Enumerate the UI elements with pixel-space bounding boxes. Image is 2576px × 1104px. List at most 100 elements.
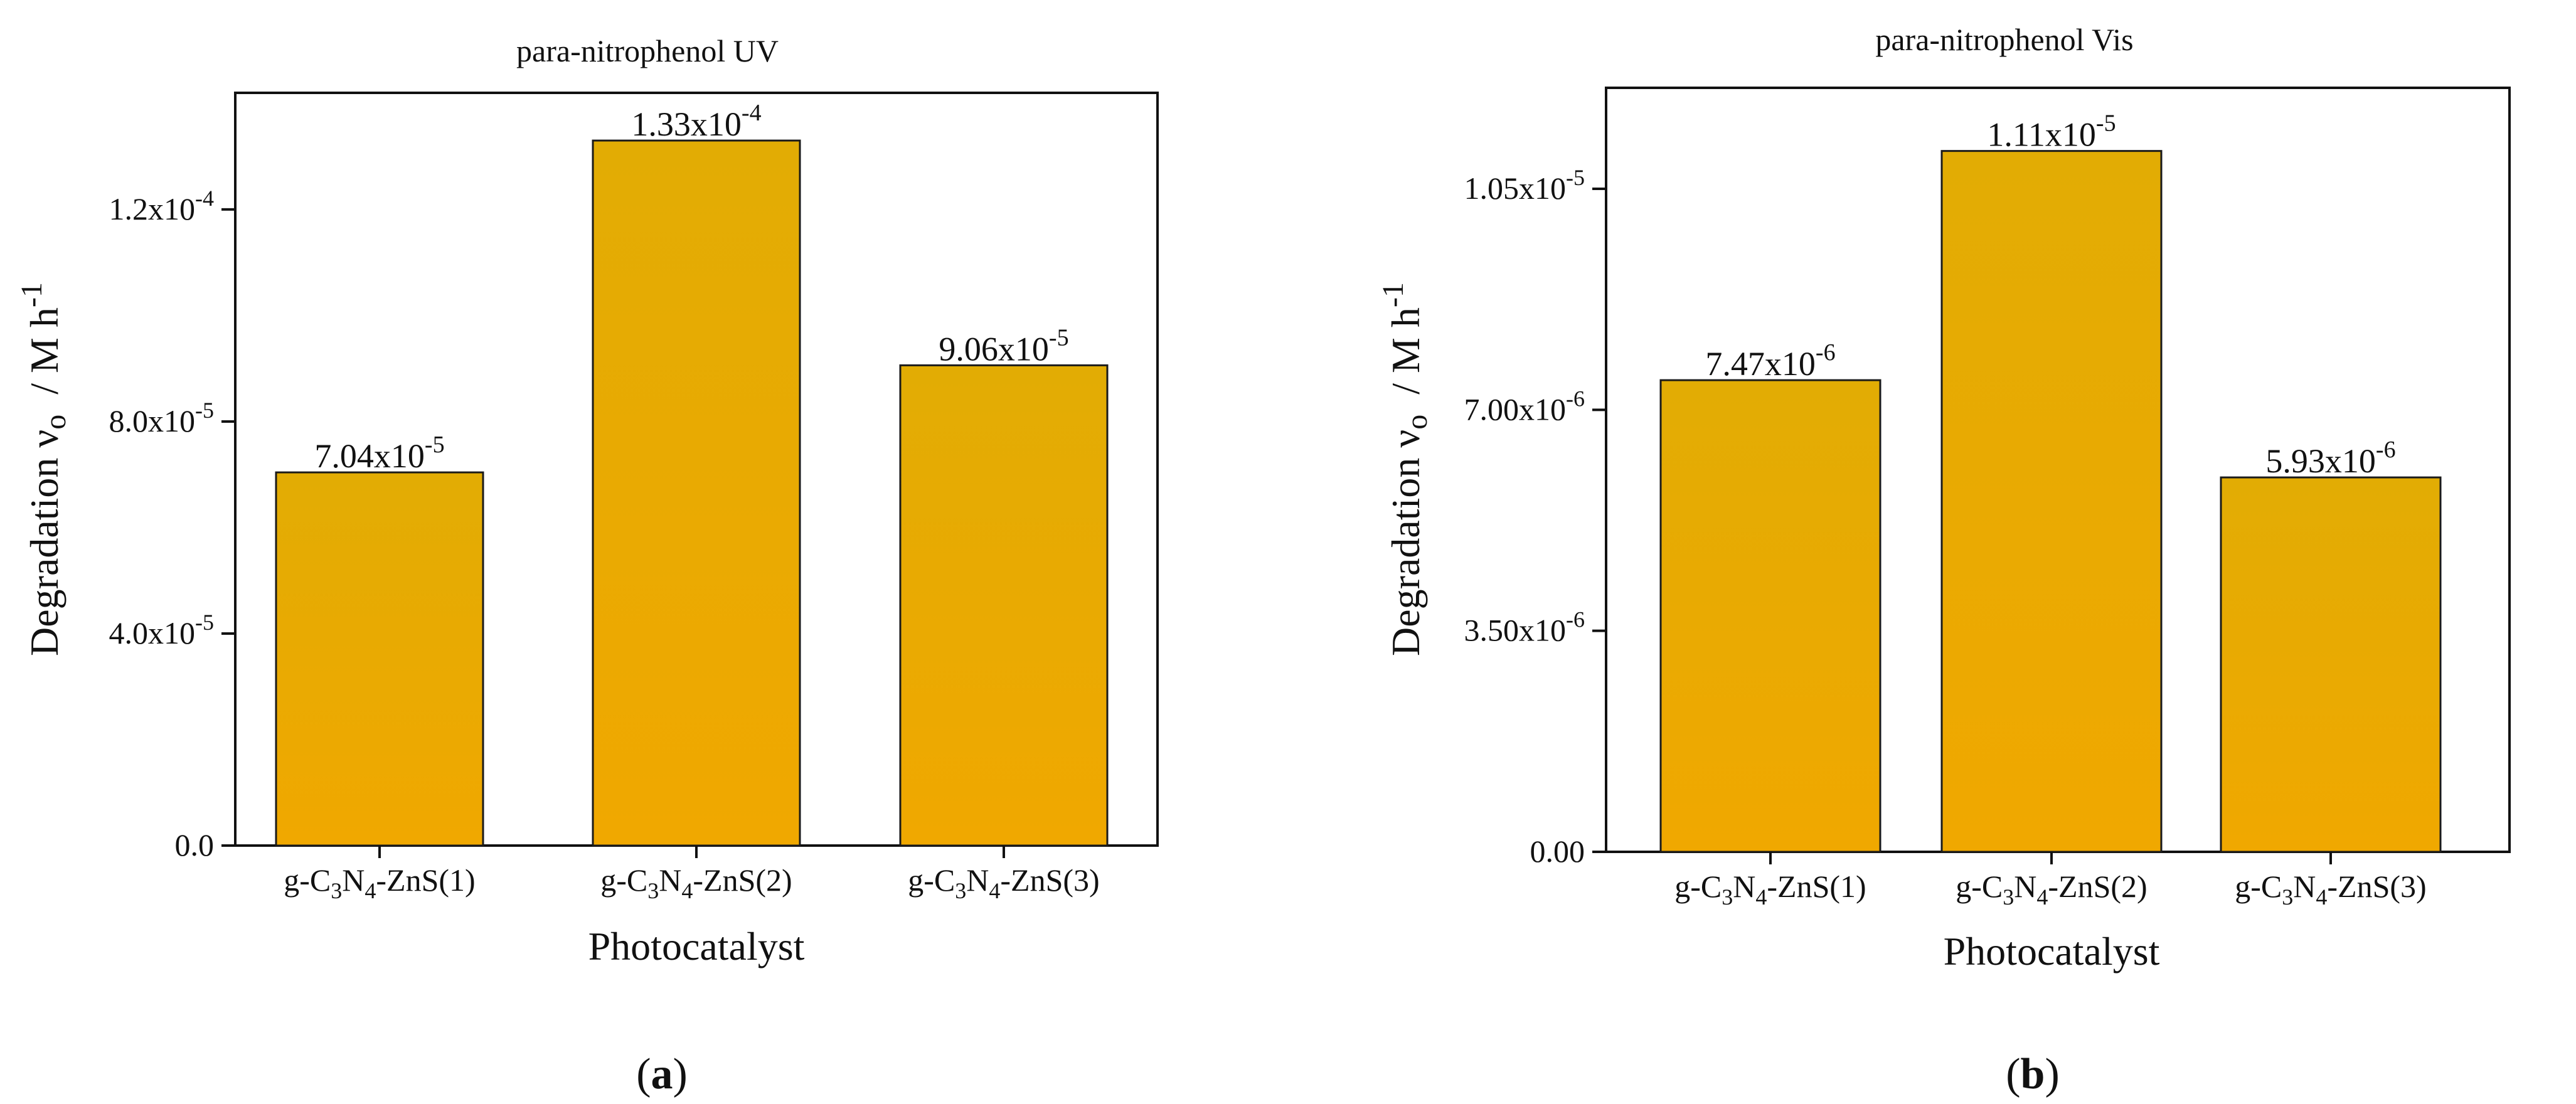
category-subscript: 3 [647, 878, 659, 903]
category-subscript: 4 [365, 878, 376, 903]
y-tick-mantissa: 3.50x10 [1464, 613, 1567, 648]
panel-label-letter: a [651, 1050, 673, 1098]
data-label-mantissa: 1.11x10 [1987, 116, 2096, 154]
x-axis-label: Photocatalyst [1944, 929, 2160, 974]
y-tick-mantissa: 0.0 [175, 827, 215, 863]
y-tick-mantissa: 4.0x10 [109, 615, 196, 650]
panel-label-letter: b [2021, 1050, 2045, 1098]
y-axis: 0.003.50x10-67.00x10-61.05x10-5 [1464, 165, 1606, 869]
data-label-exponent: -6 [2376, 437, 2396, 463]
y-tick-label: 0.0 [175, 827, 215, 863]
category-suffix: -ZnS(2) [2048, 869, 2147, 904]
y-tick-mantissa: 7.00x10 [1464, 391, 1567, 427]
panel-label-a: (a) [636, 1050, 688, 1098]
x-axis-label: Photocatalyst [588, 924, 805, 969]
x-axis: g-C3N4-ZnS(1) g-C3N4-ZnS(2) g-C3N4-ZnS(3) [1674, 852, 2427, 910]
category-suffix: -ZnS(3) [1000, 863, 1099, 898]
chart-panel-b: para-nitrophenol Vis 0.003.50x10-67.00x1… [1376, 22, 2511, 1098]
bar [1659, 379, 1881, 853]
data-label: 1.11x10-5 [1987, 110, 2116, 154]
x-tick-label: g-C3N4-ZnS(1) [284, 863, 475, 903]
bars: 7.47x10-6 1.11x10-5 5.93x10-6 [1659, 110, 2442, 853]
y-axis-label-sup: -1 [1376, 282, 1410, 307]
panel-label-b: (b) [2006, 1050, 2060, 1098]
y-axis-label-sub: o [1400, 415, 1434, 430]
chart-panel-a: para-nitrophenol UV 0.04.0x10-58.0x10-51… [15, 33, 1159, 1098]
y-tick-label: 8.0x10-5 [109, 398, 215, 438]
data-label-exponent: -4 [742, 100, 762, 126]
category-subscript: 3 [955, 878, 966, 903]
category-suffix: -ZnS(3) [2327, 869, 2426, 904]
y-axis-label: Degradation νo / M h-1 [15, 282, 72, 656]
category-subscript: 3 [2003, 884, 2014, 910]
data-label-mantissa: 7.04x10 [314, 437, 425, 475]
category-subscript: 3 [1722, 884, 1733, 910]
category-subscript: 3 [2282, 884, 2293, 910]
bar [899, 364, 1109, 847]
category-subscript: 4 [2316, 884, 2327, 910]
x-axis: g-C3N4-ZnS(1) g-C3N4-ZnS(2) g-C3N4-ZnS(3) [284, 846, 1100, 903]
category-suffix: -ZnS(1) [1767, 869, 1866, 904]
x-tick-label: g-C3N4-ZnS(2) [1956, 869, 2147, 910]
category-subscript: 4 [989, 878, 1000, 903]
data-label: 9.06x10-5 [939, 324, 1068, 368]
bar [1940, 150, 2163, 853]
category-middle: N [342, 863, 365, 898]
y-tick-exponent: -5 [1566, 165, 1585, 190]
y-tick-label: 4.0x10-5 [109, 610, 215, 650]
y-axis-label-unit: / M h [1383, 307, 1428, 415]
y-tick-label: 0.00 [1530, 834, 1585, 869]
data-label: 7.04x10-5 [314, 432, 444, 475]
category-prefix: g-C [2235, 869, 2282, 904]
y-axis: 0.04.0x10-58.0x10-51.2x10-4 [109, 186, 235, 863]
y-axis-label-sub: o [39, 415, 72, 430]
data-label: 1.33x10-4 [631, 100, 761, 143]
data-label-exponent: -6 [1816, 339, 1836, 366]
y-axis-label: Degradation νo / M h-1 [1376, 282, 1434, 656]
x-tick-label: g-C3N4-ZnS(1) [1674, 869, 1866, 910]
data-label-mantissa: 9.06x10 [939, 330, 1049, 368]
panel-label-open: ( [636, 1050, 651, 1098]
category-middle: N [966, 863, 989, 898]
bar [592, 139, 801, 847]
category-subscript: 4 [1755, 884, 1767, 910]
data-label-exponent: -5 [425, 432, 445, 458]
y-tick-mantissa: 1.2x10 [109, 191, 196, 226]
y-tick-mantissa: 1.05x10 [1464, 171, 1567, 206]
y-tick-exponent: -5 [195, 398, 214, 423]
category-suffix: -ZnS(2) [693, 863, 792, 898]
chart-title: para-nitrophenol Vis [1875, 22, 2133, 57]
category-suffix: -ZnS(1) [376, 863, 475, 898]
category-subscript: 4 [2036, 884, 2048, 910]
category-subscript: 3 [331, 878, 342, 903]
category-prefix: g-C [1956, 869, 2003, 904]
category-subscript: 4 [681, 878, 693, 903]
category-prefix: g-C [1674, 869, 1722, 904]
chart-title: para-nitrophenol UV [516, 33, 779, 68]
data-label-mantissa: 1.33x10 [631, 105, 742, 143]
category-middle: N [1733, 869, 1755, 904]
data-label-exponent: -5 [2096, 110, 2116, 137]
y-tick-label: 1.2x10-4 [109, 186, 215, 226]
x-tick-label: g-C3N4-ZnS(3) [2235, 869, 2426, 910]
panel-label-close: ) [673, 1050, 688, 1098]
category-middle: N [659, 863, 681, 898]
data-label-exponent: -5 [1049, 324, 1069, 351]
bar [275, 471, 484, 847]
data-label: 7.47x10-6 [1705, 339, 1835, 383]
panel-label-open: ( [2006, 1050, 2020, 1098]
y-tick-label: 1.05x10-5 [1464, 165, 1585, 206]
y-tick-exponent: -6 [1566, 386, 1585, 411]
data-label: 5.93x10-6 [2265, 437, 2395, 480]
y-tick-label: 7.00x10-6 [1464, 386, 1585, 427]
y-tick-mantissa: 8.0x10 [109, 403, 196, 438]
category-middle: N [2014, 869, 2036, 904]
panel-label-close: ) [2045, 1050, 2059, 1098]
bars: 7.04x10-51.33x10-49.06x10-5 [275, 100, 1109, 847]
x-tick-label: g-C3N4-ZnS(2) [600, 863, 792, 903]
y-axis-label-main: Degradation ν [1383, 430, 1428, 656]
y-tick-exponent: -6 [1566, 607, 1585, 632]
category-prefix: g-C [600, 863, 647, 898]
category-prefix: g-C [908, 863, 955, 898]
